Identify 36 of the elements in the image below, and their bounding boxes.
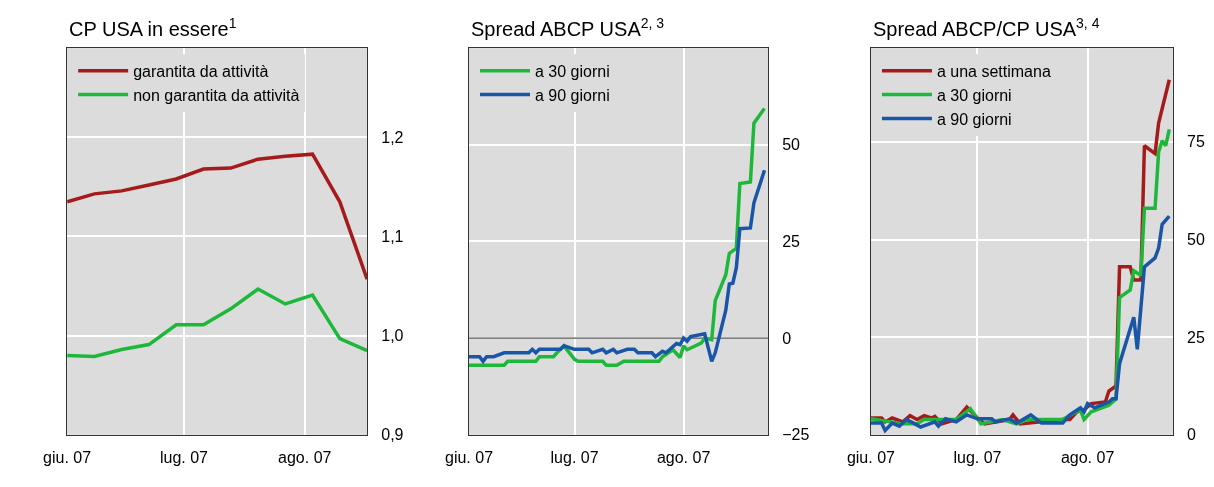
x-tick-label: lug. 07: [159, 449, 209, 467]
y-tick-label: −25: [782, 426, 810, 444]
chart-title: CP USA in essere$^{1}$: [69, 15, 237, 41]
line-series: [870, 214, 1172, 433]
y-tick-label: 25: [1187, 328, 1205, 346]
x-tick-label: ago. 07: [1060, 449, 1115, 467]
x-tick-label: giu. 07: [445, 449, 494, 467]
legend-label: a 30 giorni: [936, 86, 1012, 104]
legend-label: non garantita da attività: [133, 86, 300, 104]
legend-label: a una settimana: [936, 63, 1051, 81]
y-tick-label: 25: [782, 233, 801, 251]
line-series: [469, 106, 767, 367]
chart-title: Spread ABCP USA$^{2, 3}$: [471, 15, 665, 41]
y-tick-label: 0: [782, 329, 792, 347]
chart-title: Spread ABCP/CP USA$^{3, 4}$: [873, 15, 1100, 41]
y-tick-label: 75: [1187, 133, 1205, 151]
x-tick-label: lug. 07: [550, 449, 599, 467]
y-tick-label: 1,0: [381, 327, 404, 345]
x-tick-label: ago. 07: [278, 449, 332, 467]
x-tick-label: giu. 07: [43, 449, 92, 467]
line-series: [469, 168, 767, 364]
legend-label: garantita da attività: [133, 63, 269, 81]
line-series: [67, 152, 368, 281]
y-tick-label: 1,1: [381, 228, 404, 246]
legend-label: a 90 giorni: [936, 110, 1012, 128]
x-tick-label: giu. 07: [846, 449, 896, 467]
x-tick-label: ago. 07: [656, 449, 711, 467]
legend-label: a 30 giorni: [535, 63, 610, 81]
y-tick-label: 50: [1187, 231, 1205, 249]
y-tick-label: 0,9: [381, 426, 404, 444]
y-tick-label: 1,2: [381, 128, 404, 146]
x-tick-label: lug. 07: [953, 449, 1002, 467]
y-tick-label: 0: [1187, 426, 1197, 444]
legend-label: a 90 giorni: [535, 86, 610, 104]
y-tick-label: 50: [782, 136, 801, 154]
line-series: [67, 287, 368, 359]
